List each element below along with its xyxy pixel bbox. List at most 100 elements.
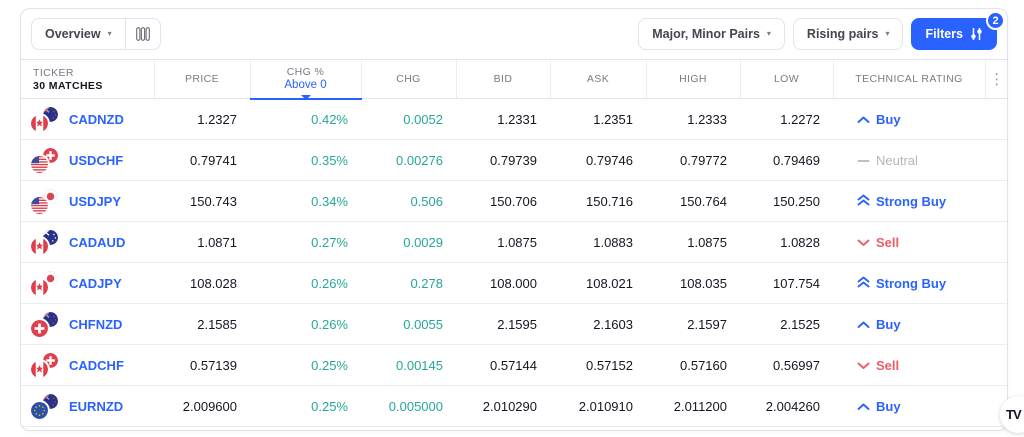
low-cell: 0.79469	[740, 139, 833, 181]
tradingview-watermark[interactable]: TV	[1000, 396, 1024, 433]
ticker-symbol[interactable]: USDCHF	[69, 152, 124, 168]
bid-cell: 2.010290	[456, 385, 550, 427]
table-row[interactable]: CHFNZD 2.1585 0.26% 0.0055 2.1595 2.1603…	[21, 303, 1007, 345]
rating-direction-icon	[857, 399, 870, 414]
bid-cell: 0.57144	[456, 344, 550, 386]
chg-pct-cell: 0.26%	[250, 303, 361, 345]
currency-pair-flags	[31, 229, 58, 255]
rating-label: Sell	[876, 234, 900, 250]
column-header-chg-pct[interactable]: CHG % Above 0	[249, 59, 361, 100]
price-cell: 2.009600	[154, 385, 250, 427]
column-header-ticker[interactable]: TICKER 30 MATCHES	[21, 59, 154, 99]
pairs-filter-dropdown[interactable]: Major, Minor Pairs ▾	[638, 18, 785, 50]
high-cell: 2.011200	[646, 385, 740, 427]
table-row[interactable]: EURNZD 2.009600 0.25% 0.005000 2.010290 …	[21, 385, 1007, 427]
price-cell: 0.79741	[154, 139, 250, 181]
rating-label: Buy	[876, 316, 901, 332]
column-header-bid[interactable]: BID	[455, 59, 550, 99]
columns-icon	[135, 27, 150, 41]
cad-flag-icon	[31, 114, 48, 132]
screener-toolbar: Overview ▾ Major, Minor Pairs ▾ Rising p…	[21, 9, 1007, 59]
table-row[interactable]: USDCHF 0.79741 0.35% 0.00276 0.79739 0.7…	[21, 139, 1007, 181]
chg-pct-cell: 0.25%	[250, 385, 361, 427]
sliders-icon	[971, 28, 982, 40]
ask-cell: 1.2351	[550, 98, 646, 140]
overview-dropdown[interactable]: Overview ▾	[31, 18, 126, 50]
chg-pct-cell: 0.42%	[250, 98, 361, 140]
rating-label: Neutral	[876, 152, 918, 168]
ticker-symbol[interactable]: USDJPY	[69, 193, 122, 209]
ask-cell: 0.57152	[550, 344, 646, 386]
low-cell: 1.0828	[740, 221, 833, 263]
high-cell: 2.1597	[646, 303, 740, 345]
table-row[interactable]: USDJPY 150.743 0.34% 0.506 150.706 150.7…	[21, 180, 1007, 222]
price-cell: 0.57139	[154, 344, 250, 386]
filters-button-label: Filters	[925, 27, 963, 41]
rating-direction-icon	[857, 276, 870, 291]
currency-pair-flags	[31, 188, 58, 214]
table-row[interactable]: CADNZD 1.2327 0.42% 0.0052 1.2331 1.2351…	[21, 98, 1007, 140]
chevron-down-icon: ▾	[766, 29, 771, 38]
low-cell: 107.754	[740, 262, 833, 304]
nzd-flag-icon	[43, 106, 58, 122]
ticker-symbol[interactable]: EURNZD	[69, 398, 124, 414]
technical-rating-cell: Buy	[833, 98, 985, 140]
ticker-symbol[interactable]: CADJPY	[69, 275, 122, 291]
usd-flag-icon	[31, 155, 48, 173]
chg-pct-cell: 0.26%	[250, 262, 361, 304]
cad-flag-icon	[31, 278, 48, 296]
ticker-symbol[interactable]: CADCHF	[69, 357, 124, 373]
column-header-high[interactable]: HIGH	[645, 59, 740, 99]
filters-count-badge: 2	[986, 11, 1005, 30]
rating-direction-icon	[857, 194, 870, 209]
ticker-symbol[interactable]: CADAUD	[69, 234, 126, 250]
cad-flag-icon	[31, 360, 48, 378]
currency-pair-flags	[31, 147, 58, 173]
high-cell: 0.79772	[646, 139, 740, 181]
high-cell: 150.764	[646, 180, 740, 222]
ticker-symbol[interactable]: CHFNZD	[69, 316, 123, 332]
rising-pairs-dropdown[interactable]: Rising pairs ▾	[792, 18, 904, 50]
column-header-low[interactable]: LOW	[739, 59, 833, 99]
currency-pair-flags	[31, 106, 58, 132]
rating-direction-icon	[857, 112, 870, 127]
rating-label: Buy	[876, 111, 901, 127]
matches-count: 30 MATCHES	[33, 79, 103, 92]
nzd-flag-icon	[43, 393, 58, 409]
chevron-down-icon: ▾	[107, 29, 112, 38]
column-header-price[interactable]: PRICE	[153, 59, 250, 99]
forex-screener-panel: Overview ▾ Major, Minor Pairs ▾ Rising p…	[20, 8, 1008, 431]
bid-cell: 1.0875	[456, 221, 550, 263]
table-row[interactable]: CADAUD 1.0871 0.27% 0.0029 1.0875 1.0883…	[21, 221, 1007, 263]
price-cell: 150.743	[154, 180, 250, 222]
low-cell: 2.004260	[740, 385, 833, 427]
low-cell: 150.250	[740, 180, 833, 222]
header-overflow-menu[interactable]: ⋮	[984, 59, 1007, 99]
technical-rating-cell: Strong Buy	[833, 180, 985, 222]
vertical-dots-icon: ⋮	[989, 70, 1005, 88]
rating-direction-icon	[857, 358, 870, 373]
view-button-group: Overview ▾	[31, 18, 161, 50]
column-header-technical-rating[interactable]: TECHNICAL RATING	[832, 59, 985, 99]
rating-label: Sell	[876, 357, 900, 373]
ask-cell: 150.716	[550, 180, 646, 222]
table-row[interactable]: CADJPY 108.028 0.26% 0.278 108.000 108.0…	[21, 262, 1007, 304]
high-cell: 0.57160	[646, 344, 740, 386]
ask-cell: 2.010910	[550, 385, 646, 427]
table-row[interactable]: CADCHF 0.57139 0.25% 0.00145 0.57144 0.5…	[21, 344, 1007, 386]
column-header-chg[interactable]: CHG	[360, 59, 456, 99]
filters-button[interactable]: Filters 2	[911, 11, 1005, 50]
chevron-down-icon: ▾	[885, 29, 890, 38]
column-header-ask[interactable]: ASK	[549, 59, 646, 99]
bid-cell: 1.2331	[456, 98, 550, 140]
price-cell: 1.0871	[154, 221, 250, 263]
chg-cell: 0.00276	[361, 139, 456, 181]
columns-settings-button[interactable]	[125, 18, 161, 50]
price-cell: 1.2327	[154, 98, 250, 140]
eur-flag-icon	[31, 401, 48, 419]
nzd-flag-icon	[43, 311, 58, 327]
rating-label: Strong Buy	[876, 193, 947, 209]
technical-rating-cell: Sell	[833, 344, 985, 386]
ticker-symbol[interactable]: CADNZD	[69, 111, 124, 127]
high-cell: 1.2333	[646, 98, 740, 140]
